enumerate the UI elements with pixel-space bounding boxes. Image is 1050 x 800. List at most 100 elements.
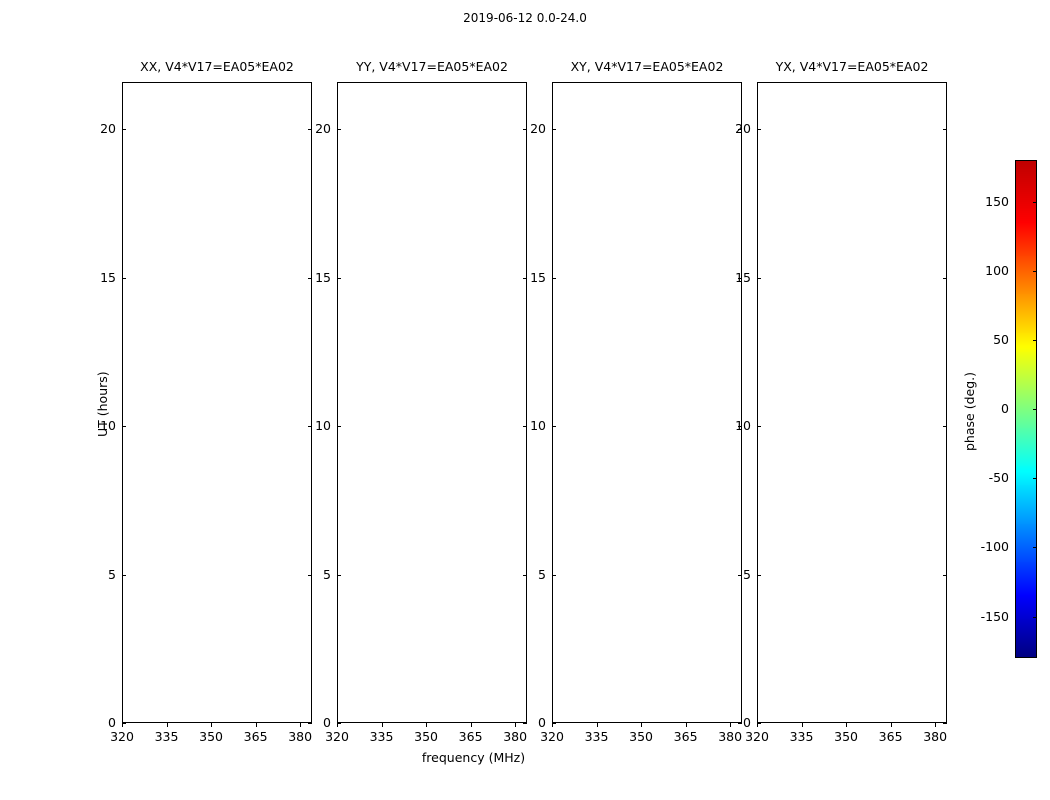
x-tick-mark <box>802 723 803 727</box>
x-tick-mark <box>300 723 301 727</box>
x-tick-label: 380 <box>288 730 312 744</box>
subplot-title-yx: YX, V4*V17=EA05*EA02 <box>776 60 929 74</box>
y-tick-label: 15 <box>92 271 116 285</box>
x-tick-label: 335 <box>155 730 179 744</box>
x-tick-mark <box>935 723 936 727</box>
y-tick-mark <box>308 575 312 576</box>
subplot-title-xy: XY, V4*V17=EA05*EA02 <box>571 60 724 74</box>
y-tick-mark <box>308 129 312 130</box>
y-tick-mark <box>552 278 556 279</box>
colorbar-tick-mark <box>1033 340 1037 341</box>
y-tick-mark <box>552 575 556 576</box>
x-tick-label: 320 <box>540 730 564 744</box>
y-tick-mark <box>308 278 312 279</box>
colorbar-tick-mark <box>1033 202 1037 203</box>
figure-suptitle: 2019-06-12 0.0-24.0 <box>0 11 1050 25</box>
y-tick-mark <box>523 723 527 724</box>
y-tick-mark <box>738 278 742 279</box>
x-tick-label: 365 <box>879 730 903 744</box>
subplot-xy[interactable]: XY, V4*V17=EA05*EA02 <box>552 82 742 723</box>
x-tick-mark <box>641 723 642 727</box>
x-axis-label: frequency (MHz) <box>0 751 947 765</box>
y-tick-mark <box>523 426 527 427</box>
x-tick-mark <box>167 723 168 727</box>
x-tick-mark <box>256 723 257 727</box>
y-tick-mark <box>738 129 742 130</box>
x-tick-label: 380 <box>503 730 527 744</box>
x-tick-mark <box>891 723 892 727</box>
y-tick-mark <box>523 575 527 576</box>
x-tick-mark <box>515 723 516 727</box>
y-tick-mark <box>337 129 341 130</box>
y-tick-mark <box>943 129 947 130</box>
dynamic-spectrum-yy <box>337 82 527 723</box>
x-tick-label: 320 <box>110 730 134 744</box>
x-tick-mark <box>597 723 598 727</box>
y-tick-mark <box>122 129 126 130</box>
y-tick-mark <box>757 278 761 279</box>
x-tick-label: 335 <box>370 730 394 744</box>
x-tick-label: 320 <box>325 730 349 744</box>
subplot-title-yy: YY, V4*V17=EA05*EA02 <box>356 60 508 74</box>
y-tick-mark <box>552 426 556 427</box>
x-tick-mark <box>211 723 212 727</box>
y-tick-mark <box>738 575 742 576</box>
y-tick-mark <box>337 575 341 576</box>
x-tick-label: 380 <box>718 730 742 744</box>
x-tick-mark <box>730 723 731 727</box>
y-tick-mark <box>943 426 947 427</box>
y-tick-mark <box>122 426 126 427</box>
colorbar-tick-mark <box>1033 409 1037 410</box>
subplot-yy[interactable]: YY, V4*V17=EA05*EA02 <box>337 82 527 723</box>
y-tick-mark <box>943 278 947 279</box>
y-tick-mark <box>943 723 947 724</box>
x-tick-label: 350 <box>834 730 858 744</box>
x-tick-label: 350 <box>199 730 223 744</box>
y-tick-mark <box>738 426 742 427</box>
x-tick-mark <box>382 723 383 727</box>
dynamic-spectrum-xy <box>552 82 742 723</box>
x-tick-label: 365 <box>459 730 483 744</box>
x-tick-label: 335 <box>790 730 814 744</box>
colorbar-tick-mark <box>1033 547 1037 548</box>
y-tick-mark <box>757 426 761 427</box>
colorbar-tick-label: -100 <box>969 540 1009 554</box>
x-tick-mark <box>846 723 847 727</box>
y-tick-mark <box>337 278 341 279</box>
x-tick-label: 380 <box>923 730 947 744</box>
y-tick-mark <box>757 723 761 724</box>
subplot-yx[interactable]: YX, V4*V17=EA05*EA02 <box>757 82 947 723</box>
y-tick-mark <box>757 575 761 576</box>
y-tick-mark <box>122 278 126 279</box>
subplot-xx[interactable]: XX, V4*V17=EA05*EA02 <box>122 82 312 723</box>
y-tick-mark <box>757 129 761 130</box>
x-tick-mark <box>471 723 472 727</box>
y-tick-label: 10 <box>92 419 116 433</box>
y-tick-label: 5 <box>92 568 116 582</box>
y-tick-mark <box>552 129 556 130</box>
y-tick-mark <box>337 426 341 427</box>
colorbar-tick-label: -150 <box>969 610 1009 624</box>
y-tick-mark <box>122 575 126 576</box>
y-tick-label: 20 <box>92 122 116 136</box>
dynamic-spectrum-xx <box>122 82 312 723</box>
colorbar-tick-label: 50 <box>969 333 1009 347</box>
x-tick-mark <box>686 723 687 727</box>
x-tick-label: 335 <box>585 730 609 744</box>
colorbar-tick-mark <box>1033 478 1037 479</box>
x-tick-label: 365 <box>674 730 698 744</box>
colorbar-tick-label: 100 <box>969 264 1009 278</box>
figure-canvas: 2019-06-12 0.0-24.0 XX, V4*V17=EA05*EA02… <box>0 0 1050 800</box>
x-tick-mark <box>426 723 427 727</box>
subplot-title-xx: XX, V4*V17=EA05*EA02 <box>140 60 294 74</box>
y-tick-mark <box>943 575 947 576</box>
y-tick-mark <box>308 426 312 427</box>
colorbar-tick-mark <box>1033 271 1037 272</box>
y-tick-mark <box>122 723 126 724</box>
x-tick-label: 365 <box>244 730 268 744</box>
x-tick-label: 350 <box>414 730 438 744</box>
y-tick-mark <box>523 129 527 130</box>
y-tick-mark <box>738 723 742 724</box>
y-tick-label: 0 <box>92 716 116 730</box>
colorbar-tick-label: 150 <box>969 195 1009 209</box>
